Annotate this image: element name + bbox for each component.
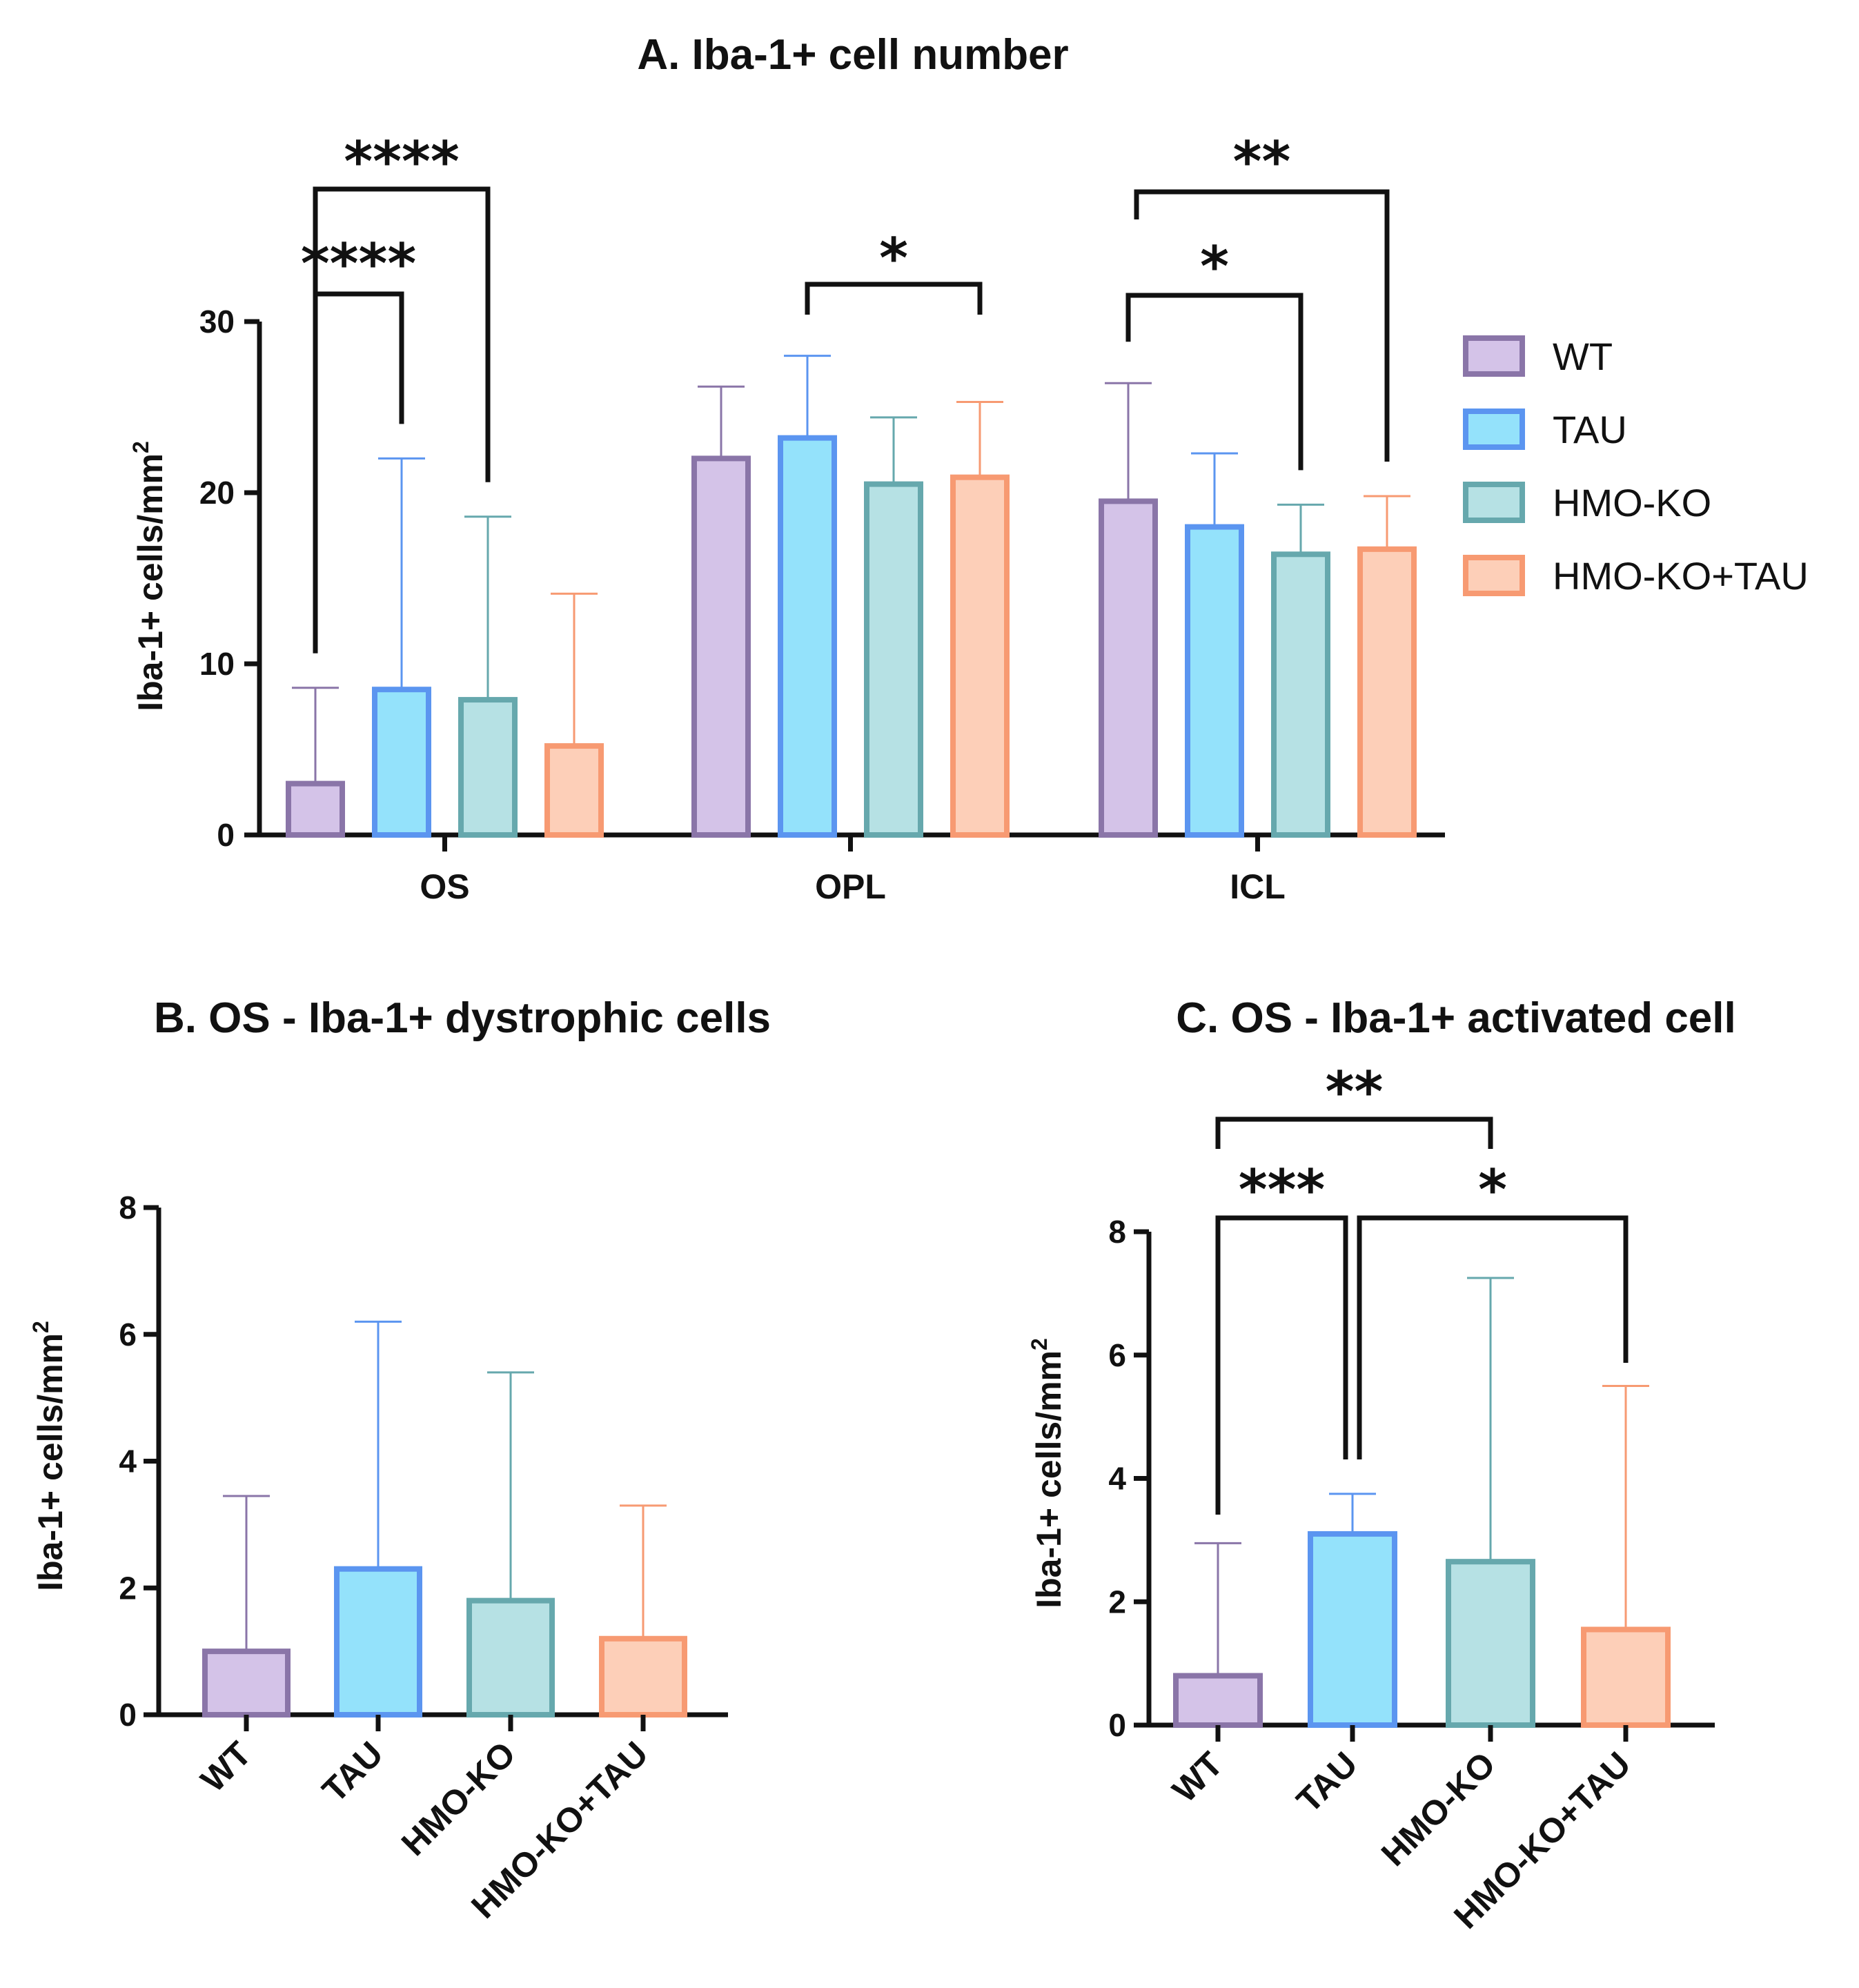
- chart-a-bar-os-hmo-ko-tau: [544, 743, 604, 838]
- chart-a-bar-opl-tau: [778, 435, 837, 838]
- legend-swatch-tau: [1463, 409, 1525, 450]
- chart-c-sig-label-0: ***: [1239, 1158, 1326, 1222]
- chart-a-sig-bracket-4: [1134, 189, 1390, 462]
- chart-a-y-tick-label: 10: [199, 646, 235, 682]
- chart-a-y-tick-label: 30: [199, 304, 235, 339]
- chart-a-sig-bracket-3: [1125, 293, 1304, 471]
- chart-a-sig-label-4: **: [1233, 130, 1291, 194]
- chart-b-category-label-wt: WT: [193, 1734, 259, 1800]
- chart-a-bar-os-wt: [286, 780, 345, 838]
- chart-c-bar-tau: [1308, 1531, 1397, 1728]
- legend-swatch-wt: [1463, 335, 1525, 377]
- chart-a-bar-icl-hmo-ko-tau: [1357, 546, 1417, 838]
- chart-c-category-label-hmo-ko: HMO-KO: [1374, 1744, 1503, 1873]
- chart-c-category-label-wt: WT: [1165, 1744, 1230, 1810]
- chart-b-title: B. OS - Iba-1+ dystrophic cells: [154, 994, 771, 1042]
- chart-b-y-tick-label: 2: [119, 1570, 137, 1606]
- chart-a-bar-icl-wt: [1099, 498, 1158, 838]
- legend-label-tau: TAU: [1553, 408, 1627, 451]
- chart-a-sig-label-0: ****: [301, 232, 416, 296]
- chart-a-sig-bracket-1: [313, 186, 491, 591]
- chart-a-sig-bracket-0: [313, 291, 404, 653]
- chart-c-bar-hmo-ko: [1446, 1559, 1535, 1728]
- chart-b-bar-tau: [334, 1566, 422, 1718]
- chart-b-y-tick-label: 4: [119, 1444, 137, 1479]
- chart-b-y-tick-label: 8: [119, 1190, 137, 1226]
- chart-a-bar-icl-tau: [1185, 524, 1244, 838]
- legend-swatch-hmo-ko-tau: [1463, 555, 1525, 596]
- legend-label-wt: WT: [1553, 335, 1613, 378]
- chart-a-y-tick-label: 20: [199, 475, 235, 511]
- chart-c-y-tick-label: 8: [1108, 1214, 1126, 1250]
- chart-c-sig-label-2: **: [1326, 1060, 1384, 1124]
- chart-c-y-tick-label: 4: [1108, 1461, 1126, 1497]
- chart-c-ylabel: Iba-1+ cells/mm2: [1027, 1338, 1068, 1608]
- chart-a-bar-os-hmo-ko: [458, 697, 518, 838]
- legend: WT TAU HMO-KO HMO-KO+TAU: [1463, 335, 1809, 598]
- chart-b-y-tick-label: 6: [119, 1317, 137, 1352]
- chart-c-bar-hmo-ko-tau: [1581, 1626, 1671, 1728]
- legend-swatch-hmo-ko: [1463, 482, 1525, 523]
- chart-a-bar-os-tau: [372, 687, 431, 838]
- chart-a-title: A. Iba-1+ cell number: [637, 31, 1068, 79]
- chart-a-bar-icl-hmo-ko: [1271, 551, 1330, 838]
- legend-label-hmo-ko: HMO-KO: [1553, 481, 1711, 524]
- chart-c-y-tick-label: 2: [1108, 1584, 1126, 1620]
- chart-a-sig-label-2: *: [879, 226, 908, 291]
- chart-c-sig-bracket-0: [1215, 1215, 1348, 1515]
- chart-c-sig-label-1: *: [1478, 1158, 1507, 1222]
- chart-c-bar-wt: [1173, 1673, 1263, 1728]
- chart-c-category-label-tau: TAU: [1289, 1744, 1365, 1820]
- chart-b-category-label-tau: TAU: [315, 1734, 391, 1810]
- chart-a-category-label-icl: ICL: [1230, 867, 1286, 906]
- chart-b-bar-wt: [202, 1649, 291, 1718]
- chart-a-ylabel: Iba-1+ cells/mm2: [128, 441, 170, 711]
- chart-b-bar-hmo-ko-tau: [599, 1635, 687, 1718]
- chart-b-y-tick-label: 0: [119, 1697, 137, 1733]
- chart-c-y-tick-label: 0: [1108, 1707, 1126, 1743]
- chart-a-sig-label-1: ****: [344, 130, 459, 194]
- chart-a-y-tick-label: 0: [217, 817, 235, 853]
- chart-b-ylabel: Iba-1+ cells/mm2: [28, 1321, 70, 1591]
- legend-label-hmo-ko-tau: HMO-KO+TAU: [1553, 554, 1809, 598]
- chart-a-bar-opl-hmo-ko: [864, 481, 923, 838]
- chart-c-sig-bracket-2: [1215, 1116, 1493, 1149]
- chart-a-sig-label-3: *: [1200, 235, 1229, 299]
- chart-b-category-label-hmo-ko: HMO-KO: [394, 1734, 523, 1863]
- chart-b-bar-hmo-ko: [466, 1597, 555, 1718]
- chart-a-bar-opl-wt: [691, 455, 751, 838]
- chart-c-sig-bracket-1: [1357, 1215, 1629, 1459]
- chart-c-y-tick-label: 6: [1108, 1337, 1126, 1373]
- chart-a-category-label-os: OS: [420, 867, 469, 906]
- chart-c-title: C. OS - Iba-1+ activated cell: [1176, 994, 1735, 1042]
- chart-a-bar-opl-hmo-ko-tau: [950, 474, 1010, 838]
- chart-a-sig-bracket-2: [805, 282, 983, 315]
- chart-a-category-label-opl: OPL: [815, 867, 886, 906]
